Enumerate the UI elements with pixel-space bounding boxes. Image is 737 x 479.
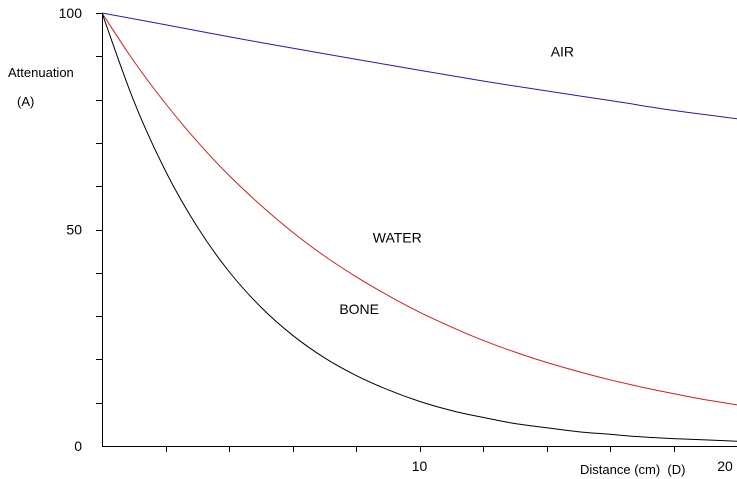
ticks [96, 13, 675, 452]
series-labels: AIR WATER BONE [339, 43, 574, 317]
x-tick-label: 10 [412, 458, 428, 474]
y-axis-title: Attenuation [8, 65, 74, 80]
y-tick-label: 100 [59, 5, 83, 21]
series-lines [101, 12, 737, 442]
y-tick-label: 0 [74, 438, 82, 454]
series-label-bone: BONE [339, 301, 379, 317]
tick-labels: 100 50 0 10 20 [59, 5, 733, 474]
y-tick-label: 50 [66, 222, 82, 238]
x-tick-label: 20 [717, 458, 733, 474]
axes [102, 13, 737, 447]
series-label-air: AIR [551, 43, 574, 59]
series-line-bone [101, 12, 737, 442]
x-axis-title: Distance (cm) (D) [580, 462, 685, 477]
series-line-air [101, 12, 737, 120]
series-label-water: WATER [373, 229, 422, 245]
series-line-water [101, 12, 737, 406]
y-axis-subtitle: (A) [17, 94, 34, 109]
